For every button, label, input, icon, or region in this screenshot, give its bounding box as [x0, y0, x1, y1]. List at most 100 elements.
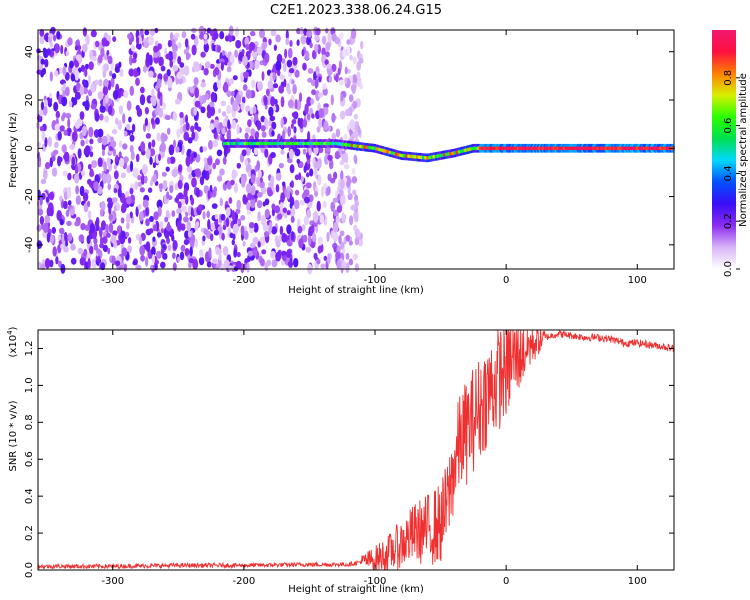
spectrogram-cell — [242, 240, 246, 247]
spectrogram-cell — [145, 218, 150, 227]
spectrogram-cell — [152, 224, 158, 232]
spectrogram-y-tick-label: -40 — [24, 237, 35, 253]
spectrogram-cell — [147, 187, 153, 193]
spectrogram-cell — [322, 83, 327, 90]
spectrogram-cell — [48, 136, 52, 147]
spectrogram-cell — [298, 92, 303, 103]
spectrogram-cell — [132, 167, 139, 179]
spectrogram-cell — [43, 172, 48, 180]
colorbar-tick-label: 0.4 — [723, 165, 734, 181]
spectrogram-cell — [142, 199, 149, 208]
spectrogram-cell — [315, 90, 321, 102]
snr-x-tick-label: -100 — [364, 576, 387, 587]
spectrogram-cell — [60, 243, 65, 250]
spectrogram-cell — [354, 263, 359, 272]
spectrogram-cell — [275, 251, 281, 262]
spectrogram-cell — [127, 237, 132, 244]
spectrogram-cell — [75, 40, 80, 47]
spectrogram-cell — [269, 221, 273, 232]
spectrogram-cell — [311, 49, 317, 60]
snr-y-tick-label: 0.2 — [24, 525, 35, 541]
spectrogram-cell — [219, 168, 225, 176]
spectrogram-cell — [297, 117, 301, 127]
spectrogram-cell — [218, 253, 222, 261]
spectrogram-cell — [304, 50, 309, 61]
spectrogram-cell — [257, 241, 261, 248]
spectrogram-cell — [102, 244, 108, 253]
spectrogram-cell — [314, 191, 319, 197]
spectrogram-cell — [329, 159, 334, 170]
spectrogram-cell — [82, 125, 87, 136]
spectrogram-cell — [112, 90, 119, 100]
spectrogram-cell — [144, 29, 150, 36]
spectrogram-cell — [352, 253, 359, 261]
spectrogram-cell — [356, 71, 361, 79]
spectrogram-cell — [149, 179, 153, 187]
spectrogram-cell — [259, 180, 265, 189]
spectrogram-cell — [339, 230, 345, 237]
spectrogram-cell — [287, 87, 292, 95]
spectrogram-cell — [222, 156, 227, 165]
spectrogram-cell — [39, 198, 43, 206]
spectrogram-cell — [337, 67, 341, 76]
spectrogram-cell — [112, 148, 117, 157]
spectrogram-cell — [144, 175, 148, 184]
spectrogram-cell — [79, 111, 85, 120]
spectrogram-cell — [107, 105, 113, 116]
spectrogram-cell — [177, 42, 182, 49]
spectrogram-cell — [284, 48, 288, 59]
spectrogram-cell — [152, 173, 157, 184]
spectrogram-cell — [106, 157, 111, 167]
spectrogram-cell — [209, 29, 213, 37]
spectrogram-cell — [153, 211, 159, 221]
spectrogram-cell — [209, 101, 215, 108]
spectrogram-cell — [346, 45, 351, 56]
spectrogram-cell — [112, 36, 117, 42]
spectrogram-cell — [141, 164, 148, 175]
spectrogram-cell — [42, 67, 46, 75]
spectrogram-cell — [220, 61, 224, 71]
snr-y-label: SNR (10 * v/v) — [8, 400, 19, 471]
spectrogram-cell — [250, 173, 256, 184]
spectrogram-cell — [56, 30, 61, 40]
spectrogram-y-tick-label: 20 — [24, 94, 35, 107]
spectrogram-cell — [63, 129, 68, 136]
spectrogram-cell — [128, 116, 132, 123]
spectrogram-cell — [191, 44, 197, 56]
spectrogram-cell — [294, 69, 300, 78]
spectrogram-cell — [248, 222, 255, 229]
spectrogram-cell — [213, 186, 217, 194]
spectrogram-cell — [339, 189, 344, 197]
spectrogram-cell — [167, 77, 173, 89]
spectrogram-cell — [310, 98, 314, 105]
spectrogram-cell — [174, 183, 178, 190]
spectrogram-cell — [88, 61, 94, 71]
spectrogram-cell — [120, 172, 126, 179]
spectrogram-cell — [149, 156, 153, 165]
spectrogram-cell — [36, 224, 42, 232]
spectrogram-cell — [65, 50, 70, 57]
spectrogram-cell — [298, 161, 304, 169]
spectrogram-cell — [190, 33, 196, 40]
spectrogram-cell — [49, 259, 54, 268]
spectrogram-cell — [153, 45, 159, 53]
spectrogram-cell — [108, 145, 113, 152]
spectrogram-cell — [270, 96, 276, 107]
spectrogram-cell — [325, 42, 331, 52]
spectrogram-cell — [294, 189, 300, 196]
spectrogram-x-label: Height of straight line (km) — [288, 285, 424, 296]
spectrogram-cell — [203, 228, 209, 235]
spectrogram-cell — [97, 137, 103, 144]
spectrogram-cell — [299, 199, 305, 206]
spectrogram-cell — [39, 215, 45, 225]
spectrogram-cell — [165, 53, 171, 60]
spectrogram-cell — [193, 106, 197, 116]
spectrogram-cell — [347, 68, 351, 74]
colorbar-ticks: 0.0 0.2 0.4 0.6 0.8 — [723, 70, 740, 277]
spectrogram-cell — [81, 170, 86, 176]
spectrogram-cell — [139, 236, 142, 246]
spectrogram-cell — [302, 148, 307, 155]
spectrogram-cell — [137, 204, 142, 210]
spectrogram-cell — [287, 126, 292, 137]
spectrogram-cell — [202, 146, 208, 152]
